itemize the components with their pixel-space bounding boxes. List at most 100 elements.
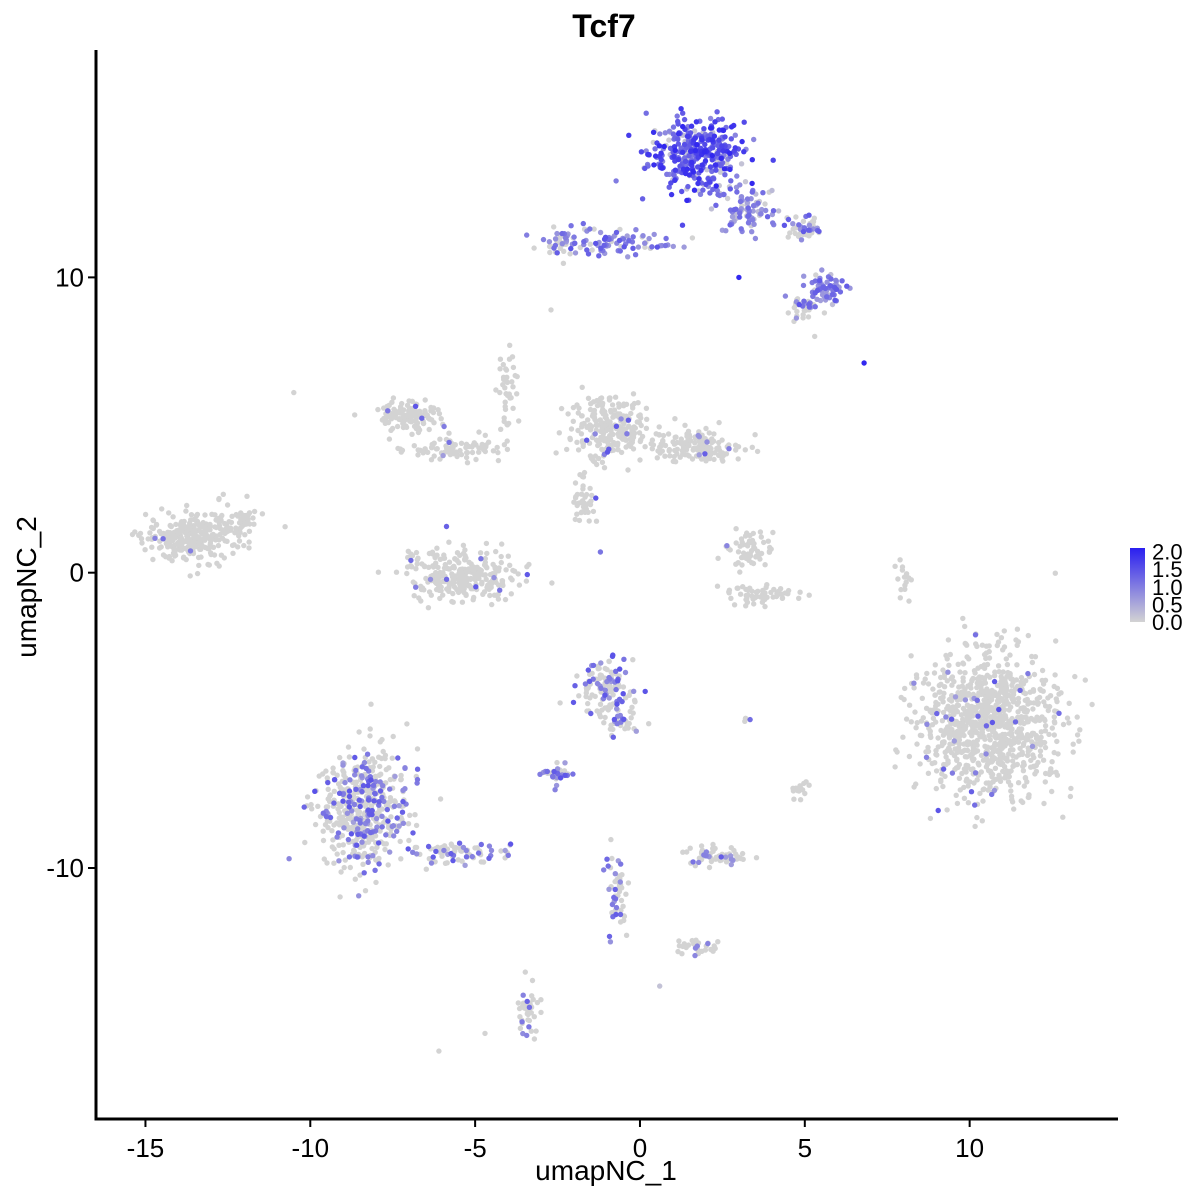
data-point — [483, 576, 489, 582]
data-point — [985, 780, 992, 786]
data-point — [166, 538, 172, 544]
data-point — [806, 222, 813, 228]
data-point — [595, 442, 601, 449]
data-point — [340, 842, 346, 848]
data-point — [933, 747, 939, 754]
data-point — [367, 726, 373, 732]
data-point — [567, 251, 573, 257]
data-point — [628, 410, 634, 417]
x-tick-label: 0 — [633, 1133, 647, 1163]
data-point — [628, 715, 634, 721]
data-point — [622, 669, 629, 676]
data-point — [646, 235, 652, 242]
data-point — [397, 416, 403, 422]
data-point — [689, 235, 696, 241]
data-point — [672, 447, 678, 454]
data-point — [372, 773, 379, 779]
data-point — [436, 584, 442, 590]
data-point — [398, 776, 404, 782]
data-point — [982, 736, 988, 742]
data-point — [469, 567, 475, 573]
data-point — [408, 557, 414, 564]
data-point — [616, 873, 623, 879]
data-point — [692, 952, 698, 959]
data-point — [502, 847, 508, 854]
data-point — [528, 1028, 534, 1034]
data-point — [992, 765, 999, 771]
data-point — [484, 550, 490, 557]
data-point — [331, 788, 337, 794]
data-point — [572, 516, 578, 523]
data-point — [560, 260, 567, 266]
data-point — [930, 686, 936, 692]
data-point — [580, 443, 586, 450]
data-point — [914, 675, 920, 681]
data-point — [701, 126, 707, 132]
data-point — [728, 124, 735, 130]
data-point — [411, 593, 417, 599]
data-point — [400, 820, 407, 826]
data-point — [246, 545, 252, 551]
data-point — [388, 798, 394, 804]
data-point — [698, 167, 704, 174]
data-point — [353, 767, 359, 774]
data-point — [979, 708, 985, 714]
data-point — [507, 342, 513, 348]
data-point — [605, 863, 611, 869]
data-point — [215, 542, 222, 549]
data-point — [235, 544, 241, 550]
data-point — [1030, 706, 1036, 712]
data-point — [446, 439, 452, 446]
data-point — [516, 582, 523, 588]
data-point — [791, 796, 797, 802]
data-point — [940, 709, 947, 716]
data-point — [497, 587, 503, 593]
data-point — [696, 176, 702, 182]
data-point — [374, 810, 380, 816]
data-point — [663, 235, 669, 242]
data-point — [903, 716, 910, 722]
data-point — [482, 432, 488, 438]
data-point — [572, 250, 579, 256]
data-point — [908, 653, 914, 659]
data-point — [998, 635, 1005, 641]
data-point — [731, 847, 737, 854]
data-point — [1014, 662, 1020, 668]
data-point — [397, 838, 403, 845]
data-point — [680, 149, 686, 155]
data-point — [972, 770, 979, 776]
data-point — [1042, 728, 1049, 734]
data-point — [524, 564, 530, 570]
data-point — [708, 206, 715, 212]
data-point — [908, 719, 914, 725]
data-point — [764, 214, 771, 220]
data-point — [352, 772, 358, 778]
data-point — [372, 867, 378, 873]
data-point — [861, 360, 867, 366]
data-point — [346, 854, 353, 860]
data-point — [423, 575, 429, 582]
data-point — [227, 525, 234, 531]
data-point — [554, 250, 560, 256]
data-point — [695, 432, 701, 439]
data-point — [637, 457, 643, 463]
data-point — [727, 166, 733, 173]
data-point — [178, 534, 184, 541]
data-point — [666, 128, 673, 134]
data-point — [464, 449, 470, 456]
data-point — [396, 803, 402, 809]
data-point — [619, 885, 625, 891]
data-point — [454, 557, 460, 563]
data-point — [395, 445, 401, 452]
data-point — [491, 571, 497, 577]
data-point — [1037, 753, 1044, 759]
data-point — [570, 771, 576, 777]
data-point — [630, 391, 637, 397]
data-point — [685, 183, 691, 190]
data-point — [794, 308, 800, 315]
data-point — [770, 594, 776, 600]
data-point — [931, 670, 938, 676]
data-point — [1040, 757, 1047, 763]
data-point — [1056, 710, 1062, 716]
data-point — [426, 589, 433, 595]
